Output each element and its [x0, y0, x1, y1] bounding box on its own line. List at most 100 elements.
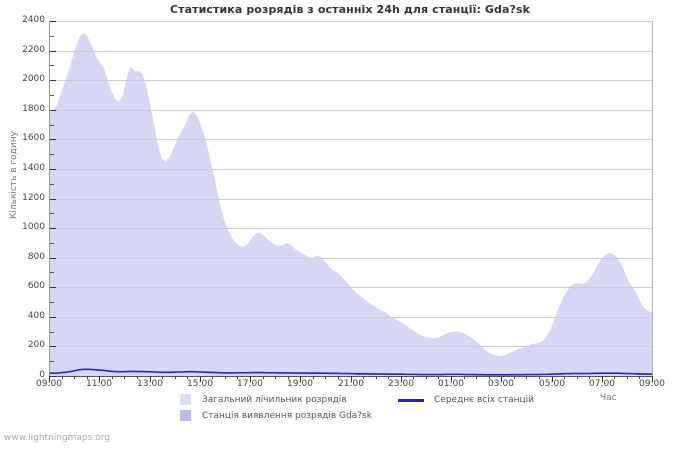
- y-tick-label: 800: [27, 252, 45, 262]
- y-tick-major: [50, 228, 56, 229]
- x-tick-minor: [175, 376, 176, 379]
- x-tick-label: 09:00: [36, 379, 62, 389]
- y-tick-label: 2000: [22, 74, 45, 84]
- y-tick-minor: [50, 361, 54, 362]
- x-tick-minor: [187, 376, 188, 379]
- legend-line-swatch: [398, 399, 424, 402]
- x-tick-minor: [614, 376, 615, 379]
- x-tick-minor: [577, 376, 578, 379]
- x-tick-minor: [627, 376, 628, 379]
- y-tick-major: [50, 139, 56, 140]
- y-tick-minor: [50, 36, 54, 37]
- x-tick-major: [300, 376, 301, 382]
- legend-label: Середнє всіх станцій: [434, 395, 534, 405]
- x-tick-major: [49, 376, 50, 382]
- series-layer: [48, 32, 653, 376]
- x-tick-label: 19:00: [287, 379, 313, 389]
- y-tick-minor: [50, 184, 54, 185]
- gridline: [49, 258, 652, 259]
- area-total-discharges: [49, 32, 652, 376]
- x-tick-label: 21:00: [338, 379, 364, 389]
- x-tick-label: 23:00: [388, 379, 414, 389]
- y-tick-major: [50, 317, 56, 318]
- x-tick-minor: [112, 376, 113, 379]
- x-tick-minor: [489, 376, 490, 379]
- y-tick-label: 2200: [22, 45, 45, 55]
- x-tick-minor: [74, 376, 75, 379]
- gridline: [49, 80, 652, 81]
- x-tick-minor: [388, 376, 389, 379]
- line-average-all-stations: [48, 368, 653, 376]
- y-tick-minor: [50, 154, 54, 155]
- legend-label: Загальний лічильник розрядів: [202, 395, 347, 405]
- y-tick-major: [50, 110, 56, 111]
- gridline: [49, 169, 652, 170]
- gridline: [49, 51, 652, 52]
- y-tick-label: 1400: [22, 163, 45, 173]
- x-tick-major: [652, 376, 653, 382]
- plot-frame-left: [49, 21, 50, 377]
- x-tick-minor: [589, 376, 590, 379]
- y-tick-label: 1000: [22, 222, 45, 232]
- x-tick-minor: [124, 376, 125, 379]
- y-tick-label: 1800: [22, 104, 45, 114]
- y-tick-label: 2400: [22, 15, 45, 25]
- x-tick-minor: [476, 376, 477, 379]
- x-tick-minor: [338, 376, 339, 379]
- y-tick-major: [50, 199, 56, 200]
- x-tick-label: 15:00: [187, 379, 213, 389]
- x-tick-label: 05:00: [539, 379, 565, 389]
- x-tick-minor: [162, 376, 163, 379]
- gridline: [49, 317, 652, 318]
- x-tick-minor: [539, 376, 540, 379]
- x-tick-label: 07:00: [589, 379, 615, 389]
- x-axis-label: Час: [600, 393, 617, 403]
- x-tick-major: [451, 376, 452, 382]
- y-tick-minor: [50, 243, 54, 244]
- y-tick-minor: [50, 272, 54, 273]
- x-tick-minor: [426, 376, 427, 379]
- x-tick-major: [351, 376, 352, 382]
- chart-legend: Загальний лічильник розрядів Станція вияв…: [0, 392, 700, 426]
- y-tick-minor: [50, 332, 54, 333]
- gridline: [49, 110, 652, 111]
- y-tick-label: 1200: [22, 193, 45, 203]
- x-tick-label: 09:00: [639, 379, 665, 389]
- x-tick-label: 01:00: [438, 379, 464, 389]
- x-tick-minor: [438, 376, 439, 379]
- x-tick-minor: [376, 376, 377, 379]
- x-tick-label: 13:00: [137, 379, 163, 389]
- gridline: [49, 287, 652, 288]
- y-tick-major: [50, 80, 56, 81]
- y-tick-major: [50, 346, 56, 347]
- x-tick-minor: [237, 376, 238, 379]
- y-tick-minor: [50, 125, 54, 126]
- gridline: [49, 199, 652, 200]
- y-tick-major: [50, 258, 56, 259]
- plot-frame-top: [49, 21, 653, 22]
- x-tick-minor: [212, 376, 213, 379]
- y-tick-major: [50, 51, 56, 52]
- x-tick-minor: [464, 376, 465, 379]
- y-tick-minor: [50, 65, 54, 66]
- gridline: [49, 346, 652, 347]
- x-tick-minor: [514, 376, 515, 379]
- x-tick-minor: [263, 376, 264, 379]
- x-tick-minor: [225, 376, 226, 379]
- x-tick-minor: [363, 376, 364, 379]
- x-tick-major: [552, 376, 553, 382]
- y-tick-minor: [50, 302, 54, 303]
- x-tick-label: 03:00: [488, 379, 514, 389]
- y-tick-major: [50, 169, 56, 170]
- x-tick-major: [250, 376, 251, 382]
- y-tick-major: [50, 287, 56, 288]
- x-tick-minor: [137, 376, 138, 379]
- y-tick-major: [50, 21, 56, 22]
- x-tick-major: [602, 376, 603, 382]
- x-tick-major: [501, 376, 502, 382]
- x-tick-minor: [639, 376, 640, 379]
- x-tick-minor: [87, 376, 88, 379]
- gridline: [49, 228, 652, 229]
- y-tick-label: 0: [39, 370, 45, 380]
- x-tick-major: [99, 376, 100, 382]
